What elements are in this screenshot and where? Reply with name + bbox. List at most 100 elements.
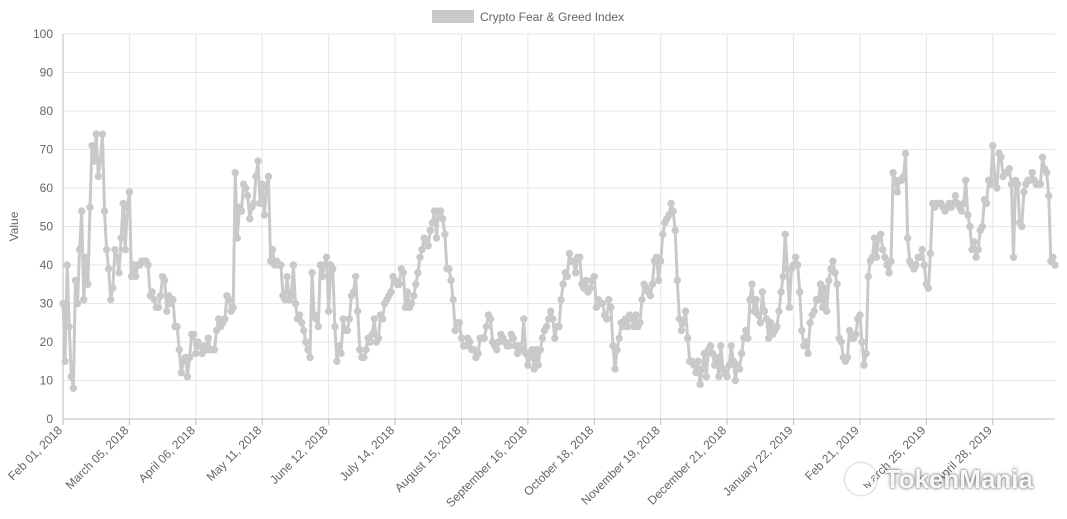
data-point xyxy=(92,130,100,138)
data-point xyxy=(387,288,395,296)
data-point xyxy=(696,380,704,389)
data-point xyxy=(659,230,667,238)
data-point xyxy=(1018,222,1026,231)
data-point xyxy=(1045,192,1053,200)
data-point xyxy=(482,322,491,331)
data-point xyxy=(252,172,260,181)
y-tick-label: 50 xyxy=(40,220,54,234)
data-point xyxy=(607,303,615,312)
data-point xyxy=(86,203,94,211)
data-point xyxy=(901,149,910,158)
data-point xyxy=(920,261,928,269)
data-point xyxy=(746,295,754,304)
data-point xyxy=(356,346,364,354)
data-point xyxy=(723,372,731,381)
y-tick-label: 30 xyxy=(40,297,54,311)
data-point xyxy=(403,288,412,296)
data-point xyxy=(428,218,437,227)
data-point xyxy=(766,319,775,327)
data-point xyxy=(1051,261,1059,269)
data-point xyxy=(951,192,960,200)
data-point xyxy=(698,365,706,373)
data-point xyxy=(183,372,192,381)
data-point xyxy=(241,184,250,192)
data-point xyxy=(156,292,165,300)
data-point xyxy=(410,292,418,300)
data-point xyxy=(547,307,555,315)
data-point xyxy=(598,299,607,308)
x-tick-label: June 12, 2018 xyxy=(267,423,331,487)
data-point xyxy=(437,207,445,215)
data-point xyxy=(903,234,912,242)
data-point xyxy=(964,211,972,219)
data-point xyxy=(333,357,341,365)
data-point xyxy=(98,130,107,138)
data-point xyxy=(565,249,574,258)
data-point xyxy=(632,311,640,319)
data-point xyxy=(710,361,719,369)
data-point xyxy=(169,295,177,304)
data-point xyxy=(416,253,424,261)
data-point xyxy=(407,299,416,308)
data-point xyxy=(173,322,181,331)
data-point xyxy=(102,245,111,254)
data-point xyxy=(831,269,839,277)
data-point xyxy=(339,315,347,323)
data-point xyxy=(115,269,123,277)
data-point xyxy=(957,207,966,215)
y-tick-label: 100 xyxy=(33,27,53,41)
data-point xyxy=(756,319,765,327)
data-point xyxy=(571,269,580,277)
data-point xyxy=(613,346,621,354)
data-point xyxy=(862,349,870,358)
data-point xyxy=(727,342,735,350)
data-point xyxy=(366,338,374,346)
data-point xyxy=(111,245,119,254)
data-point xyxy=(324,307,333,315)
data-point xyxy=(837,338,845,346)
data-point xyxy=(542,322,551,331)
data-point xyxy=(291,299,300,308)
data-point xyxy=(337,349,345,358)
data-point xyxy=(669,207,677,215)
data-point xyxy=(982,199,991,208)
data-point xyxy=(466,338,474,346)
data-point xyxy=(582,276,590,285)
data-point xyxy=(611,365,619,373)
data-point xyxy=(885,269,893,277)
data-point xyxy=(175,346,183,354)
data-point xyxy=(991,176,999,185)
data-point xyxy=(872,253,881,261)
data-point xyxy=(899,172,908,181)
data-point xyxy=(480,334,488,342)
y-tick-label: 70 xyxy=(40,143,54,157)
data-point xyxy=(131,272,140,281)
data-point xyxy=(59,299,67,308)
data-point xyxy=(113,253,121,261)
y-tick-label: 60 xyxy=(40,181,54,195)
legend-swatch-crypto-fear-greed-index xyxy=(432,10,474,23)
y-axis-label: Value xyxy=(7,211,21,241)
data-point xyxy=(735,365,744,373)
data-point xyxy=(779,272,787,281)
data-point xyxy=(304,346,312,354)
data-point xyxy=(229,303,237,312)
y-tick-label: 40 xyxy=(40,258,54,272)
data-point xyxy=(856,311,864,319)
x-tick-label: October 18, 2018 xyxy=(521,423,597,499)
data-point xyxy=(445,265,453,273)
data-point xyxy=(814,295,823,304)
data-point xyxy=(648,280,657,288)
data-point xyxy=(715,372,723,381)
data-point xyxy=(107,295,115,304)
data-point xyxy=(926,249,935,258)
data-point xyxy=(71,276,80,285)
data-point xyxy=(823,307,831,315)
data-point xyxy=(623,322,632,331)
data-point xyxy=(673,276,681,285)
x-tick-label: July 14, 2018 xyxy=(337,423,398,484)
data-point xyxy=(486,315,495,323)
data-point xyxy=(549,315,557,323)
data-point xyxy=(966,222,974,231)
